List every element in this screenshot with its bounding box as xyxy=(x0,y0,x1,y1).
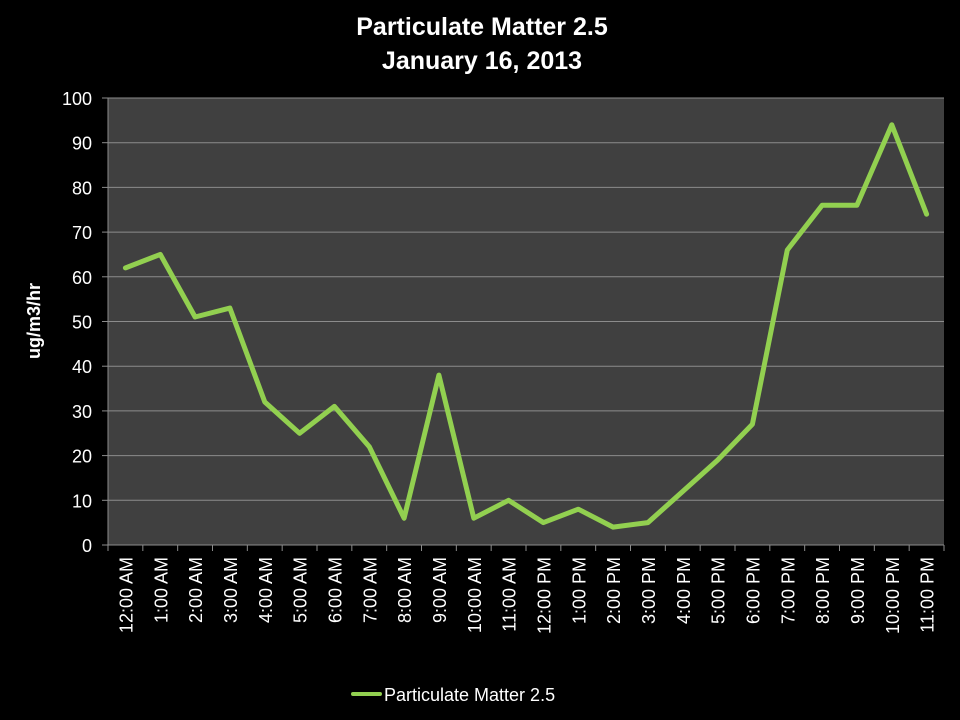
y-tick-label: 50 xyxy=(72,313,92,333)
x-tick-label: 5:00 AM xyxy=(291,557,311,623)
x-tick-label: 11:00 AM xyxy=(500,557,520,632)
y-tick-label: 80 xyxy=(72,178,92,198)
x-tick-label: 12:00 AM xyxy=(116,557,136,633)
data-point xyxy=(403,517,405,519)
y-tick-label: 30 xyxy=(72,402,92,422)
x-tick-label: 2:00 AM xyxy=(186,557,206,623)
x-tick-label: 12:00 PM xyxy=(534,557,554,634)
x-tick-label: 8:00 PM xyxy=(813,557,833,624)
x-tick-label: 4:00 PM xyxy=(674,557,694,624)
data-point xyxy=(333,405,335,407)
x-tick-label: 6:00 PM xyxy=(743,557,763,624)
x-tick-label: 6:00 AM xyxy=(325,557,345,623)
data-point xyxy=(473,517,475,519)
data-point xyxy=(891,124,893,126)
y-tick-label: 70 xyxy=(72,223,92,243)
data-point xyxy=(264,401,266,403)
data-point xyxy=(438,374,440,376)
x-tick-label: 1:00 AM xyxy=(151,557,171,623)
x-tick-label: 7:00 AM xyxy=(360,557,380,623)
y-tick-label: 0 xyxy=(82,536,92,556)
x-tick-label: 4:00 AM xyxy=(256,557,276,623)
data-point xyxy=(542,522,544,524)
legend: Particulate Matter 2.5 xyxy=(351,685,555,705)
chart-subtitle: January 16, 2013 xyxy=(382,47,582,75)
data-point xyxy=(577,508,579,510)
data-point xyxy=(229,307,231,309)
x-tick-label: 10:00 PM xyxy=(883,557,903,634)
data-point xyxy=(717,459,719,461)
x-tick-label: 11:00 PM xyxy=(918,557,938,633)
x-tick-label: 9:00 PM xyxy=(848,557,868,624)
data-point xyxy=(299,432,301,434)
x-tick-label: 5:00 PM xyxy=(709,557,729,624)
y-tick-label: 20 xyxy=(72,447,92,467)
legend-label: Particulate Matter 2.5 xyxy=(384,685,555,705)
data-point xyxy=(159,253,161,255)
plot-area: 0 10 20 30 40 50 60 70 80 90 100 12:00 AM 1:00 AM 2:0… xyxy=(62,89,945,634)
chart-title: Particulate Matter 2.5 xyxy=(356,13,608,41)
x-tick-label: 9:00 AM xyxy=(430,557,450,623)
data-point xyxy=(786,249,788,251)
x-tick-label: 10:00 AM xyxy=(465,557,485,633)
data-point xyxy=(751,423,753,425)
x-tick-label: 3:00 PM xyxy=(639,557,659,624)
y-tick-label: 40 xyxy=(72,357,92,377)
data-point xyxy=(124,267,126,269)
y-tick-label: 90 xyxy=(72,134,92,154)
x-tick-label: 8:00 AM xyxy=(395,557,415,623)
data-point xyxy=(612,526,614,528)
data-point xyxy=(368,446,370,448)
data-point xyxy=(856,204,858,206)
y-tick-label: 60 xyxy=(72,268,92,288)
x-tick-label: 7:00 PM xyxy=(778,557,798,624)
data-point xyxy=(647,522,649,524)
x-tick-label: 3:00 AM xyxy=(221,557,241,623)
x-tick-label: 2:00 PM xyxy=(604,557,624,624)
y-tick-label: 10 xyxy=(72,491,92,511)
series-line xyxy=(122,122,930,530)
data-point xyxy=(508,499,510,501)
x-tick-label: 1:00 PM xyxy=(569,557,589,624)
data-point xyxy=(194,316,196,318)
data-point xyxy=(682,490,684,492)
y-tick-label: 100 xyxy=(62,89,92,109)
data-point xyxy=(926,213,928,215)
y-axis-title: ug/m3/hr xyxy=(24,283,44,359)
data-point xyxy=(821,204,823,206)
